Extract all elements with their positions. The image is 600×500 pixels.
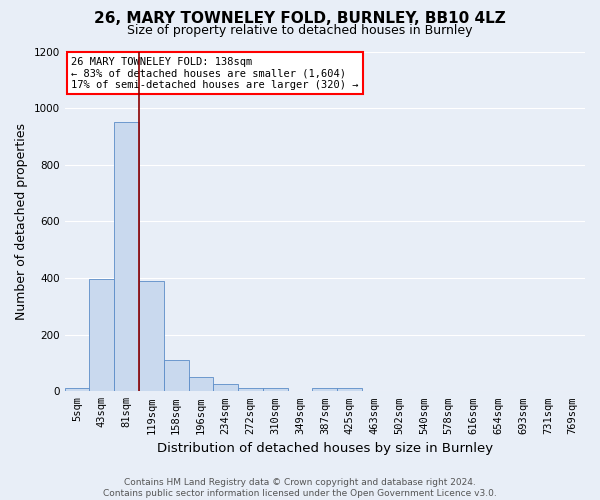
Bar [337,388,362,392]
X-axis label: Distribution of detached houses by size in Burnley: Distribution of detached houses by size … [157,442,493,455]
Text: 26 MARY TOWNELEY FOLD: 138sqm
← 83% of detached houses are smaller (1,604)
17% o: 26 MARY TOWNELEY FOLD: 138sqm ← 83% of d… [71,56,359,90]
Bar [313,388,337,392]
Bar [164,360,188,392]
Bar [214,384,238,392]
Bar [188,377,214,392]
Y-axis label: Number of detached properties: Number of detached properties [15,123,28,320]
Bar [114,122,139,392]
Bar [263,388,287,392]
Bar [89,280,114,392]
Bar [65,388,89,392]
Text: 26, MARY TOWNELEY FOLD, BURNLEY, BB10 4LZ: 26, MARY TOWNELEY FOLD, BURNLEY, BB10 4L… [94,11,506,26]
Text: Contains HM Land Registry data © Crown copyright and database right 2024.
Contai: Contains HM Land Registry data © Crown c… [103,478,497,498]
Text: Size of property relative to detached houses in Burnley: Size of property relative to detached ho… [127,24,473,37]
Bar [139,281,164,392]
Bar [238,388,263,392]
